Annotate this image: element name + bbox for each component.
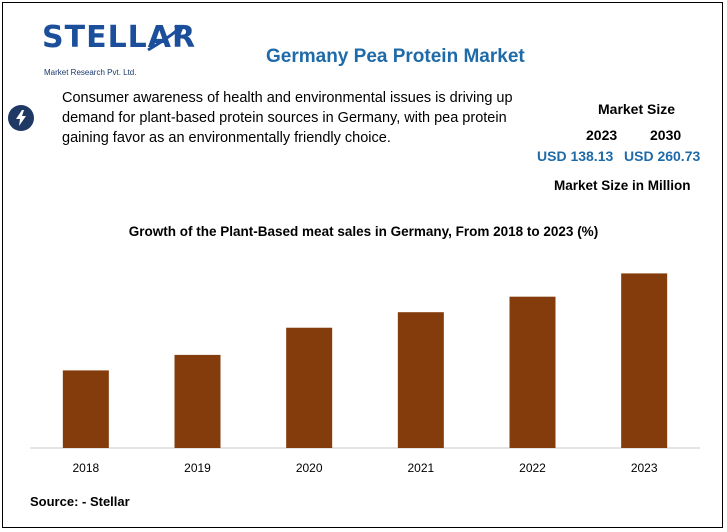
x-tick-label-2019: 2019 xyxy=(184,461,211,475)
x-tick-label-2021: 2021 xyxy=(407,461,434,475)
lightning-icon xyxy=(8,105,34,131)
x-tick-label-2023: 2023 xyxy=(631,461,658,475)
bar-2018 xyxy=(62,370,109,448)
bar-2022 xyxy=(509,296,556,448)
bar-2019 xyxy=(174,354,221,448)
market-size-value-start: USD 138.13 xyxy=(537,148,614,164)
logo-subtitle: Market Research Pvt. Ltd. xyxy=(44,68,137,77)
insight-text: Consumer awareness of health and environ… xyxy=(62,90,513,146)
market-size-label: Market Size xyxy=(598,101,676,117)
x-tick-label-2020: 2020 xyxy=(296,461,323,475)
x-tick-label-2018: 2018 xyxy=(72,461,99,475)
source-note: Source: - Stellar xyxy=(30,494,130,509)
stellar-logo: STELLAR Market Research Pvt. Ltd. xyxy=(42,20,195,82)
bar-2020 xyxy=(286,327,333,448)
market-size-value-end: USD 260.73 xyxy=(624,148,701,164)
logo-arrow-icon xyxy=(147,26,184,52)
bar-2021 xyxy=(397,312,444,448)
page-title: Germany Pea Protein Market xyxy=(266,46,525,67)
chart-title: Growth of the Plant-Based meat sales in … xyxy=(128,224,599,239)
bar-2023 xyxy=(621,273,668,448)
x-tick-label-2022: 2022 xyxy=(519,461,546,475)
market-size-year-end: 2030 xyxy=(650,127,682,143)
market-size-year-start: 2023 xyxy=(586,127,618,143)
market-size-unit-label: Market Size in Million xyxy=(554,178,691,193)
